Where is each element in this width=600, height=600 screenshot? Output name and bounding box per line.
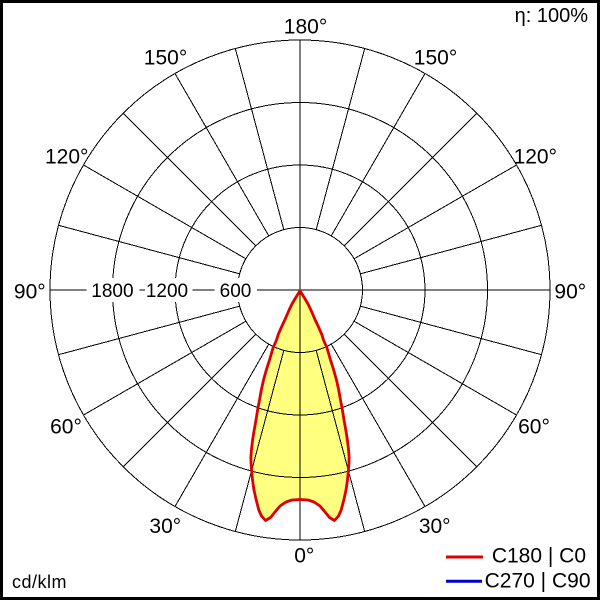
svg-text:30°: 30° [149, 515, 181, 538]
svg-text:0°: 0° [294, 544, 314, 567]
svg-text:180°: 180° [284, 16, 327, 39]
svg-text:60°: 60° [50, 416, 82, 439]
svg-text:C180 | C0: C180 | C0 [492, 545, 586, 568]
svg-text:600: 600 [220, 281, 252, 302]
svg-text:120°: 120° [514, 145, 557, 168]
svg-text:C270 | C90: C270 | C90 [485, 570, 591, 593]
svg-text:1800: 1800 [91, 281, 133, 302]
svg-text:90°: 90° [14, 281, 46, 304]
svg-text:90°: 90° [554, 281, 586, 304]
svg-text:150°: 150° [414, 47, 457, 70]
svg-text:30°: 30° [419, 515, 451, 538]
svg-text:120°: 120° [45, 145, 88, 168]
svg-text:η: 100%: η: 100% [515, 5, 589, 27]
svg-text:60°: 60° [518, 416, 550, 439]
svg-text:1200: 1200 [146, 281, 188, 302]
svg-text:cd/klm: cd/klm [12, 572, 67, 592]
svg-text:150°: 150° [144, 47, 187, 70]
